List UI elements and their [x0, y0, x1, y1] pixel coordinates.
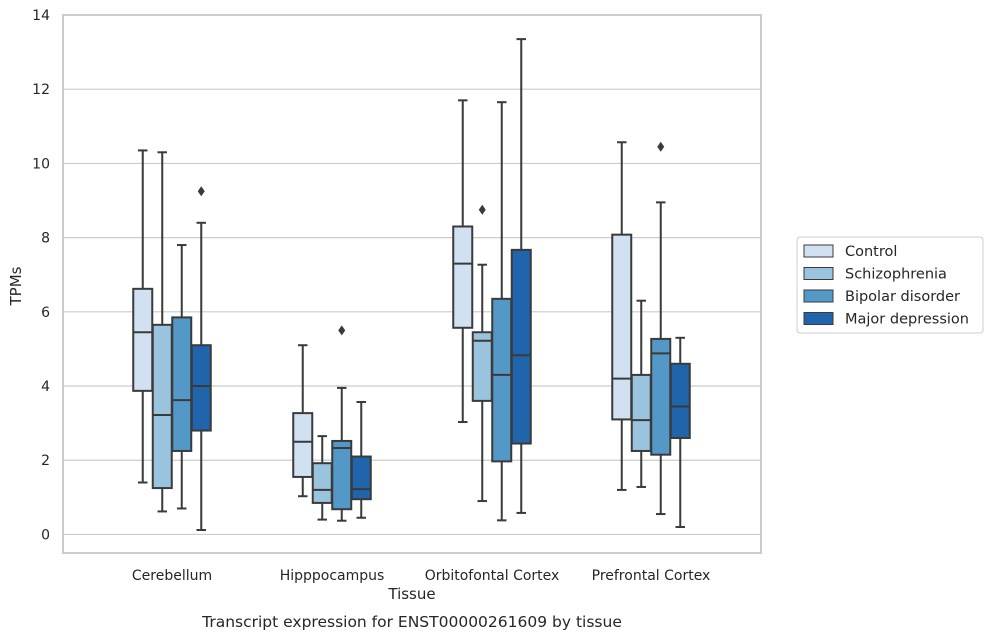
y-tick-labels: 0 2 4 6 8 10 12 14: [32, 8, 50, 543]
legend-swatch: [803, 244, 834, 258]
x-tick-label: Cerebellum: [132, 568, 212, 584]
series-major-depression: [190, 38, 691, 531]
chart-caption: Transcript expression for ENST0000026160…: [201, 613, 622, 631]
box: [611, 233, 633, 421]
legend: Control Schizophrenia Bipolar disorder Majo…: [796, 236, 984, 334]
series-control: [132, 99, 633, 498]
box: [151, 323, 173, 490]
box: [491, 297, 513, 463]
box: [331, 439, 353, 511]
plot-frame: [62, 14, 762, 554]
box: [510, 248, 532, 445]
y-tick-label: 10: [32, 156, 50, 172]
legend-label: Major depression: [845, 312, 969, 328]
y-tick-label: 12: [32, 82, 50, 98]
box: [292, 412, 314, 478]
legend-label: Control: [845, 244, 897, 260]
box: [171, 316, 193, 452]
box-series: [132, 38, 691, 531]
legend-label: Schizophrenia: [845, 267, 947, 283]
x-tick-label: Orbitofontal Cortex: [425, 568, 560, 584]
box: [132, 287, 154, 392]
box: [471, 331, 493, 402]
legend-label: Bipolar disorder: [845, 289, 960, 305]
series-bipolar-disorder: [171, 101, 672, 522]
y-tick-label: 2: [41, 453, 50, 469]
y-tick-label: 6: [41, 305, 50, 321]
y-tick-label: 0: [41, 527, 50, 543]
legend-frame: [796, 236, 984, 334]
box: [190, 344, 212, 432]
box: [650, 337, 672, 456]
outlier-marker: [478, 204, 486, 215]
y-tick-label: 8: [41, 231, 50, 247]
legend-swatch: [803, 289, 834, 303]
series-schizophrenia: [151, 151, 652, 521]
y-tick-label: 14: [32, 8, 50, 24]
outlier-marker: [338, 325, 346, 336]
legend-swatch: [803, 267, 834, 280]
box: [350, 455, 372, 501]
y-axis-label: TPMs: [7, 266, 25, 306]
x-axis-label: Tissue: [387, 585, 435, 603]
box: [630, 373, 652, 452]
x-tick-label: Hipppocampus: [280, 568, 385, 584]
legend-swatch: [803, 312, 834, 325]
y-tick-label: 4: [41, 379, 50, 395]
outlier-marker: [657, 141, 665, 152]
x-tick-label: Prefrontal Cortex: [592, 568, 711, 584]
box: [452, 225, 474, 329]
outlier-marker: [197, 186, 205, 197]
x-tick-labels: Cerebellum Hipppocampus Orbitofontal Corte…: [132, 568, 710, 584]
box: [669, 362, 691, 439]
box: [311, 462, 333, 504]
